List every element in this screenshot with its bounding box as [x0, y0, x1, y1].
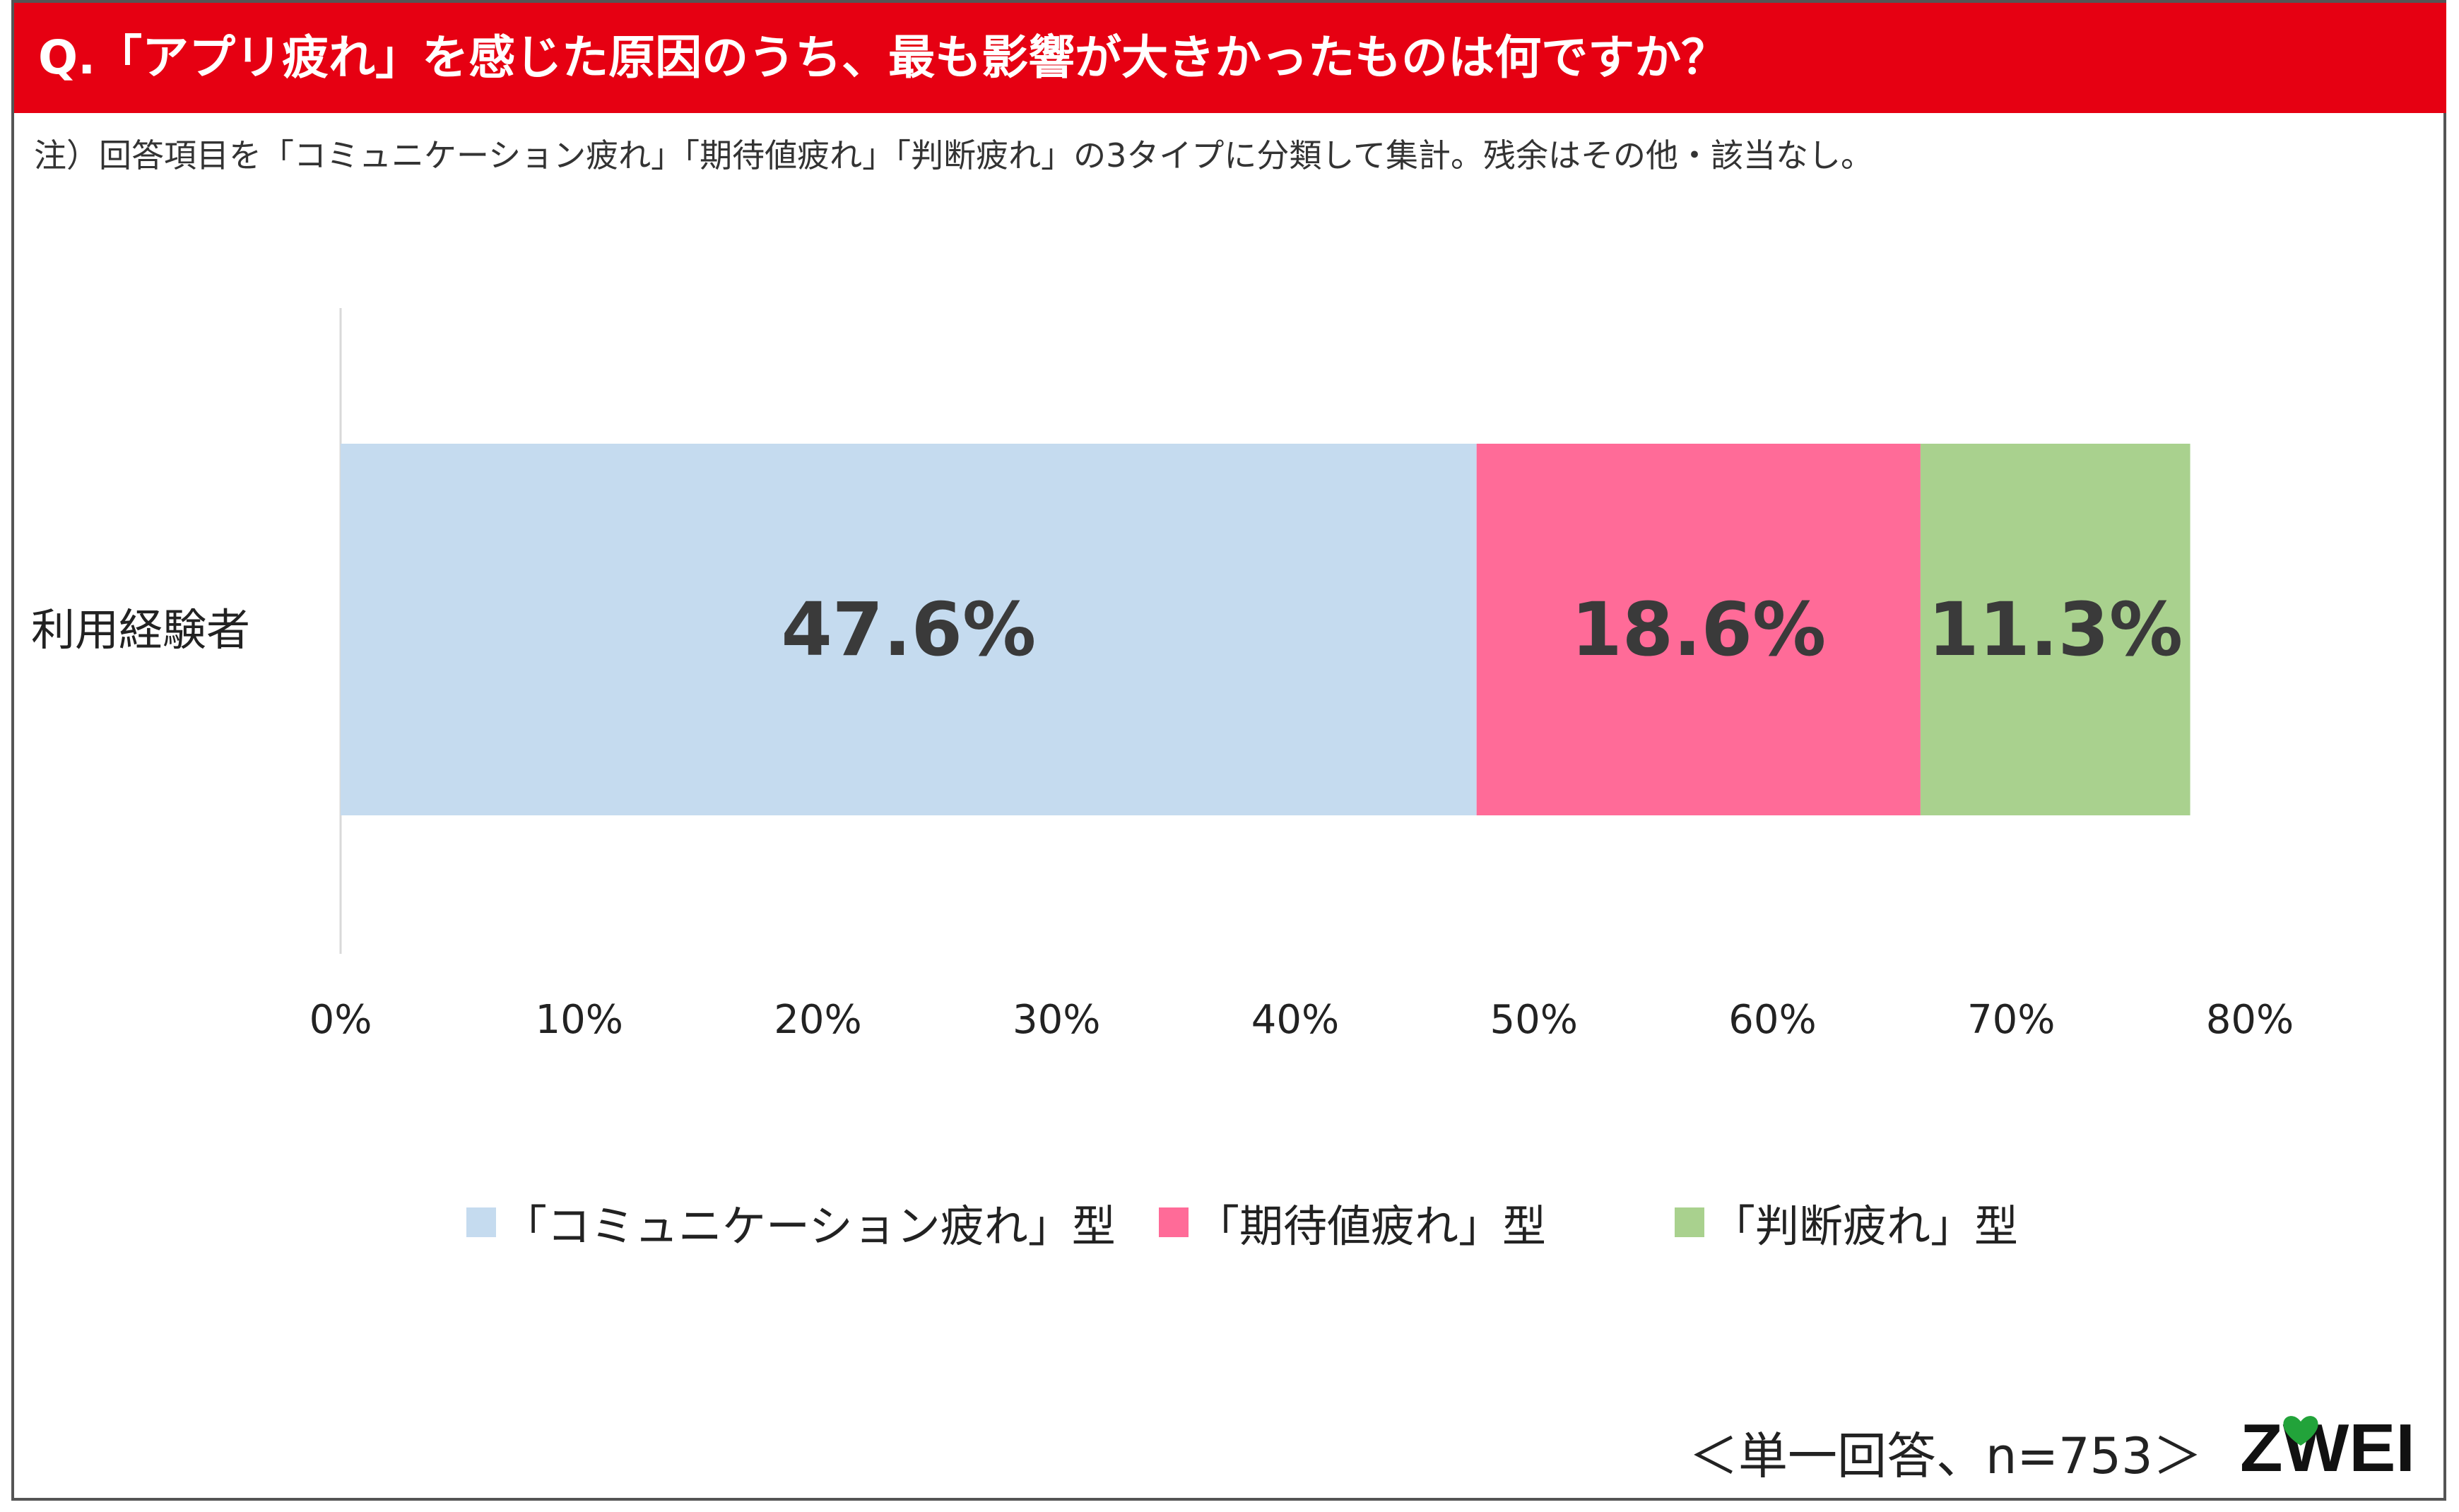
- logo-wordmark: ZWEI: [2240, 1410, 2415, 1484]
- title-bar: Q.「アプリ疲れ」を感じた原因のうち、最も影響が大きかったものは何ですか？: [14, 3, 2446, 113]
- sample-size-note: ＜単一回答、n=753＞: [1689, 1427, 2203, 1485]
- x-tick-label: 60%: [1728, 997, 1816, 1043]
- legend-swatch: [1159, 1207, 1189, 1237]
- x-tick-label: 10%: [536, 997, 623, 1043]
- legend-label: 「コミュニケーション疲れ」型: [503, 1200, 1116, 1252]
- heart-icon: [2283, 1416, 2318, 1446]
- x-tick-label: 20%: [774, 997, 861, 1043]
- chart-frame: [11, 0, 2446, 1501]
- bar-segment-1: [1476, 444, 1921, 815]
- bar-segment-2: [1920, 444, 2190, 815]
- legend-item-judgment: 「判断疲れ」型: [1675, 1194, 2019, 1252]
- category-label: 利用経験者: [31, 604, 250, 656]
- chart-title: Q.「アプリ疲れ」を感じた原因のうち、最も影響が大きかったものは何ですか？: [38, 30, 1728, 85]
- x-tick-label: 70%: [1967, 997, 2055, 1043]
- x-tick-label: 0%: [309, 997, 372, 1043]
- x-tick-label: 40%: [1251, 997, 1339, 1043]
- bar-segment-0: [341, 444, 1477, 815]
- legend-swatch: [466, 1207, 496, 1237]
- data-label-1: 18.6%: [1571, 586, 1826, 673]
- x-tick-label: 80%: [2206, 997, 2294, 1043]
- data-label-0: 47.6%: [781, 586, 1036, 673]
- legend-item-expectation: 「期待値疲れ」型: [1159, 1194, 1547, 1252]
- x-tick-label: 50%: [1490, 997, 1578, 1043]
- legend-swatch: [1675, 1207, 1704, 1237]
- zwei-logo: ZWEI: [2240, 1410, 2415, 1484]
- x-tick-label: 30%: [1013, 997, 1100, 1043]
- legend-label: 「判断疲れ」型: [1711, 1200, 2019, 1252]
- legend-item-communication: 「コミュニケーション疲れ」型: [466, 1194, 1116, 1252]
- data-label-2: 11.3%: [1928, 586, 2183, 673]
- chart-note: 注）回答項目を「コミュニケーション疲れ」「期待値疲れ」「判断疲れ」の3タイプに分…: [34, 136, 1873, 175]
- legend-label: 「期待値疲れ」型: [1196, 1200, 1547, 1252]
